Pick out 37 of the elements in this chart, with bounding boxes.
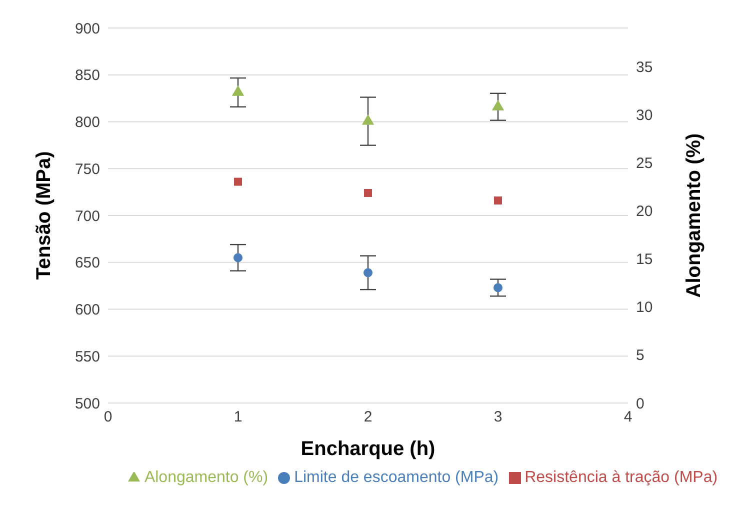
point (493, 283, 503, 292)
y-tick-label: 600 (74, 302, 100, 319)
point (234, 178, 242, 186)
point (233, 253, 243, 262)
y2-tick-label: 20 (636, 203, 653, 220)
legend-label: Limite de escoamento (MPa) (294, 469, 499, 486)
y2-tick-label: 10 (636, 299, 653, 316)
point (364, 189, 372, 197)
y-tick-label: 850 (74, 67, 100, 84)
y-tick-label: 750 (74, 160, 100, 178)
y-tick-label: 800 (74, 114, 100, 132)
legend-label: Alongamento (%) (144, 469, 268, 486)
x-tick-label: 0 (104, 408, 112, 426)
x-axis-title: Encharque (h) (300, 438, 436, 460)
legend-label: Resistência à tração (MPa) (524, 469, 718, 486)
y-axis-title: Tensão (MPa) (33, 151, 56, 280)
y-tick-label: 650 (74, 254, 100, 272)
y2-tick-label: 0 (636, 395, 644, 412)
point (492, 100, 504, 110)
y-tick-label: 700 (74, 208, 100, 225)
y2-tick-label: 5 (636, 347, 644, 364)
y2-tick-label: 30 (636, 106, 653, 124)
y2-axis-title: Alongamento (%) (683, 133, 706, 298)
x-tick-label: 3 (494, 408, 502, 426)
y2-tick-label: 35 (636, 58, 653, 76)
point (232, 85, 244, 96)
point (362, 114, 374, 125)
y-tick-label: 900 (74, 20, 100, 38)
point (494, 196, 502, 204)
point (363, 268, 373, 278)
y2-tick-label: 25 (636, 154, 653, 172)
x-tick-label: 4 (624, 408, 632, 426)
y-tick-label: 500 (74, 395, 100, 412)
x-tick-label: 1 (234, 408, 242, 426)
y-tick-label: 550 (74, 348, 100, 366)
x-tick-label: 2 (364, 408, 372, 426)
y2-tick-label: 15 (636, 251, 653, 268)
